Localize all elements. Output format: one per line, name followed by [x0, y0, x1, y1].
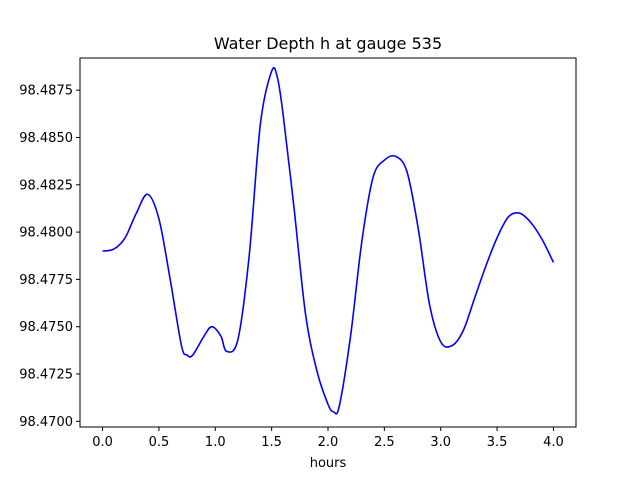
x-tick-label: 2.5 — [374, 435, 395, 450]
y-tick-label: 98.4800 — [19, 226, 73, 241]
y-tick-label: 98.4725 — [19, 368, 73, 383]
y-tick-label: 98.4850 — [19, 131, 73, 146]
x-tick-label: 0.0 — [92, 435, 113, 450]
x-tick-label: 1.5 — [261, 435, 282, 450]
y-tick-label: 98.4825 — [19, 178, 73, 193]
x-axis-label: hours — [310, 456, 347, 471]
x-tick-label: 2.0 — [318, 435, 339, 450]
x-tick-label: 3.5 — [487, 435, 508, 450]
series-layer — [102, 66, 555, 415]
ticks-layer: 0.0 0.5 1.0 1.5 2.0 2.5 3.0 3.5 4.0 98.4700 98.472… — [19, 84, 564, 450]
x-tick-label: 3.0 — [430, 435, 451, 450]
plot-frame — [79, 57, 577, 428]
x-tick-label: 4.0 — [543, 435, 564, 450]
chart-title: Water Depth h at gauge 535 — [214, 34, 442, 53]
x-tick-label: 0.5 — [149, 435, 170, 450]
series-line-0 — [102, 66, 555, 415]
y-tick-label: 98.4700 — [19, 415, 73, 430]
y-tick-label: 98.4775 — [19, 273, 73, 288]
x-tick-label: 1.0 — [205, 435, 226, 450]
y-tick-label: 98.4750 — [19, 320, 73, 335]
y-tick-label: 98.4875 — [19, 84, 73, 99]
